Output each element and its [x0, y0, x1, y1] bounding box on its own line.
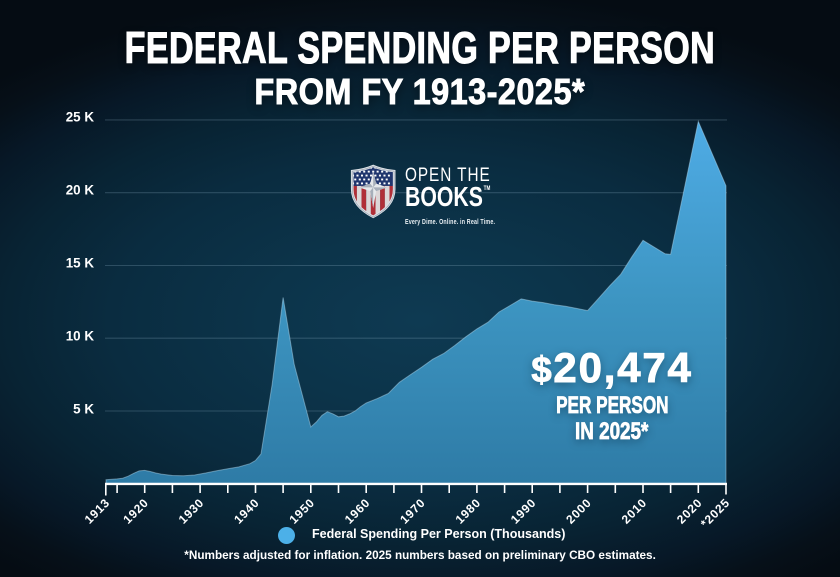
svg-text:20 K: 20 K	[66, 183, 95, 198]
svg-text:1990: 1990	[508, 496, 539, 527]
svg-text:5 K: 5 K	[73, 402, 94, 417]
svg-text:2010: 2010	[619, 496, 650, 527]
svg-text:1980: 1980	[453, 496, 484, 527]
svg-text:*2025: *2025	[698, 496, 733, 531]
svg-text:15 K: 15 K	[66, 256, 95, 271]
svg-text:1960: 1960	[342, 496, 373, 527]
svg-text:1970: 1970	[397, 496, 428, 527]
svg-text:25 K: 25 K	[66, 110, 95, 125]
svg-text:1930: 1930	[176, 496, 207, 527]
svg-text:10 K: 10 K	[66, 329, 95, 344]
svg-text:1920: 1920	[120, 496, 151, 527]
svg-text:1940: 1940	[231, 496, 262, 527]
svg-text:2000: 2000	[563, 496, 594, 527]
svg-text:1950: 1950	[286, 496, 317, 527]
svg-text:1913: 1913	[82, 496, 113, 527]
